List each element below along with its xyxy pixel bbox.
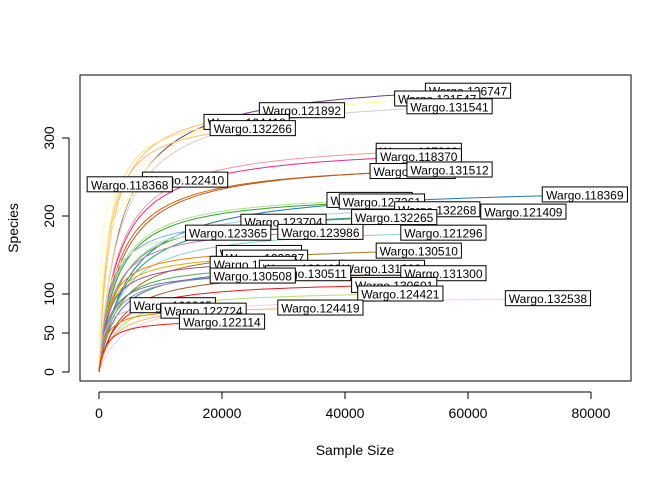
y-tick-label: 0 <box>41 368 57 376</box>
sample-label-box <box>357 285 444 302</box>
sample-label: Wargo.132266 <box>209 120 296 137</box>
x-tick-label: 80000 <box>572 405 611 421</box>
sample-label-box <box>209 267 296 284</box>
sample-label-box <box>504 290 592 307</box>
sample-label-box <box>351 209 438 226</box>
sample-label: Wargo.132538 <box>504 290 592 307</box>
sample-label-box <box>375 242 462 259</box>
sample-label-text: Wargo.118370 <box>380 150 458 164</box>
sample-label-text: Wargo.130508 <box>214 270 293 284</box>
sample-label-box <box>209 120 296 137</box>
y-tick-label: 50 <box>41 325 57 341</box>
sample-label-text: Wargo.132266 <box>214 122 293 136</box>
x-tick-label: 0 <box>95 405 103 421</box>
sample-label-text: Wargo.124421 <box>361 288 440 302</box>
label-layer: Wargo.126747Wargo.131547Wargo.131541Warg… <box>86 82 628 330</box>
y-tick-label: 200 <box>41 204 57 228</box>
sample-label-box <box>277 299 364 316</box>
sample-label: Wargo.130510 <box>375 242 462 259</box>
sample-label: Wargo.118368 <box>86 176 173 193</box>
sample-label-box <box>406 98 493 115</box>
sample-label-text: Wargo.121409 <box>484 206 563 220</box>
sample-label-box <box>277 223 364 240</box>
rarefaction-curve <box>98 284 410 373</box>
sample-label: Wargo.122114 <box>178 313 266 330</box>
sample-label: Wargo.123365 <box>185 224 272 241</box>
sample-label-box <box>185 224 272 241</box>
sample-label-text: Wargo.118369 <box>546 188 624 202</box>
sample-label-text: Wargo.132538 <box>509 292 588 306</box>
sample-label: Wargo.132265 <box>351 209 438 226</box>
rarefaction-curve <box>98 199 385 373</box>
sample-label: Wargo.118369 <box>541 186 628 203</box>
x-axis-title: Sample Size <box>316 442 395 458</box>
sample-label: Wargo.121296 <box>400 224 487 241</box>
sample-label-text: Wargo.124419 <box>281 302 360 316</box>
x-axis: 0 20000 40000 60000 80000 <box>95 391 611 421</box>
x-tick-label: 60000 <box>449 405 488 421</box>
sample-label-box <box>480 203 567 220</box>
sample-label: Wargo.123986 <box>277 223 364 240</box>
sample-label: Wargo.130508 <box>209 267 296 284</box>
sample-label-text: Wargo.122114 <box>183 316 261 330</box>
sample-label: Wargo.124419 <box>277 299 364 316</box>
y-tick-label: 100 <box>41 282 57 306</box>
rarefaction-curve <box>98 201 398 373</box>
sample-label-text: Wargo.123365 <box>189 227 268 241</box>
sample-label-box <box>86 176 173 193</box>
rarefaction-curve <box>98 169 465 373</box>
plot-frame <box>79 74 632 382</box>
y-axis: 0 50 100 200 300 <box>41 126 70 376</box>
sample-label: Wargo.131541 <box>406 98 493 115</box>
sample-label-text: Wargo.132265 <box>355 211 434 225</box>
sample-label-text: Wargo.121296 <box>404 227 483 241</box>
sample-label: Wargo.131512 <box>406 161 493 178</box>
y-tick-label: 300 <box>41 126 57 150</box>
sample-label-box <box>400 224 487 241</box>
rarefaction-curve <box>98 250 435 373</box>
sample-label: Wargo.121409 <box>480 203 567 220</box>
y-axis-title: Species <box>5 203 21 253</box>
sample-label: Wargo.124421 <box>357 285 444 302</box>
sample-label-box <box>178 313 266 330</box>
sample-label-text: Wargo.118368 <box>91 178 169 192</box>
sample-label-box <box>406 161 493 178</box>
rarefaction-curve <box>98 194 601 373</box>
sample-label-text: Wargo.131512 <box>410 163 489 177</box>
sample-label-text: Wargo.131541 <box>410 100 489 114</box>
x-tick-label: 20000 <box>203 405 242 421</box>
sample-label-box <box>541 186 628 203</box>
x-tick-label: 40000 <box>326 405 365 421</box>
sample-label-text: Wargo.123986 <box>281 226 360 240</box>
sample-label-text: Wargo.130510 <box>380 245 459 259</box>
